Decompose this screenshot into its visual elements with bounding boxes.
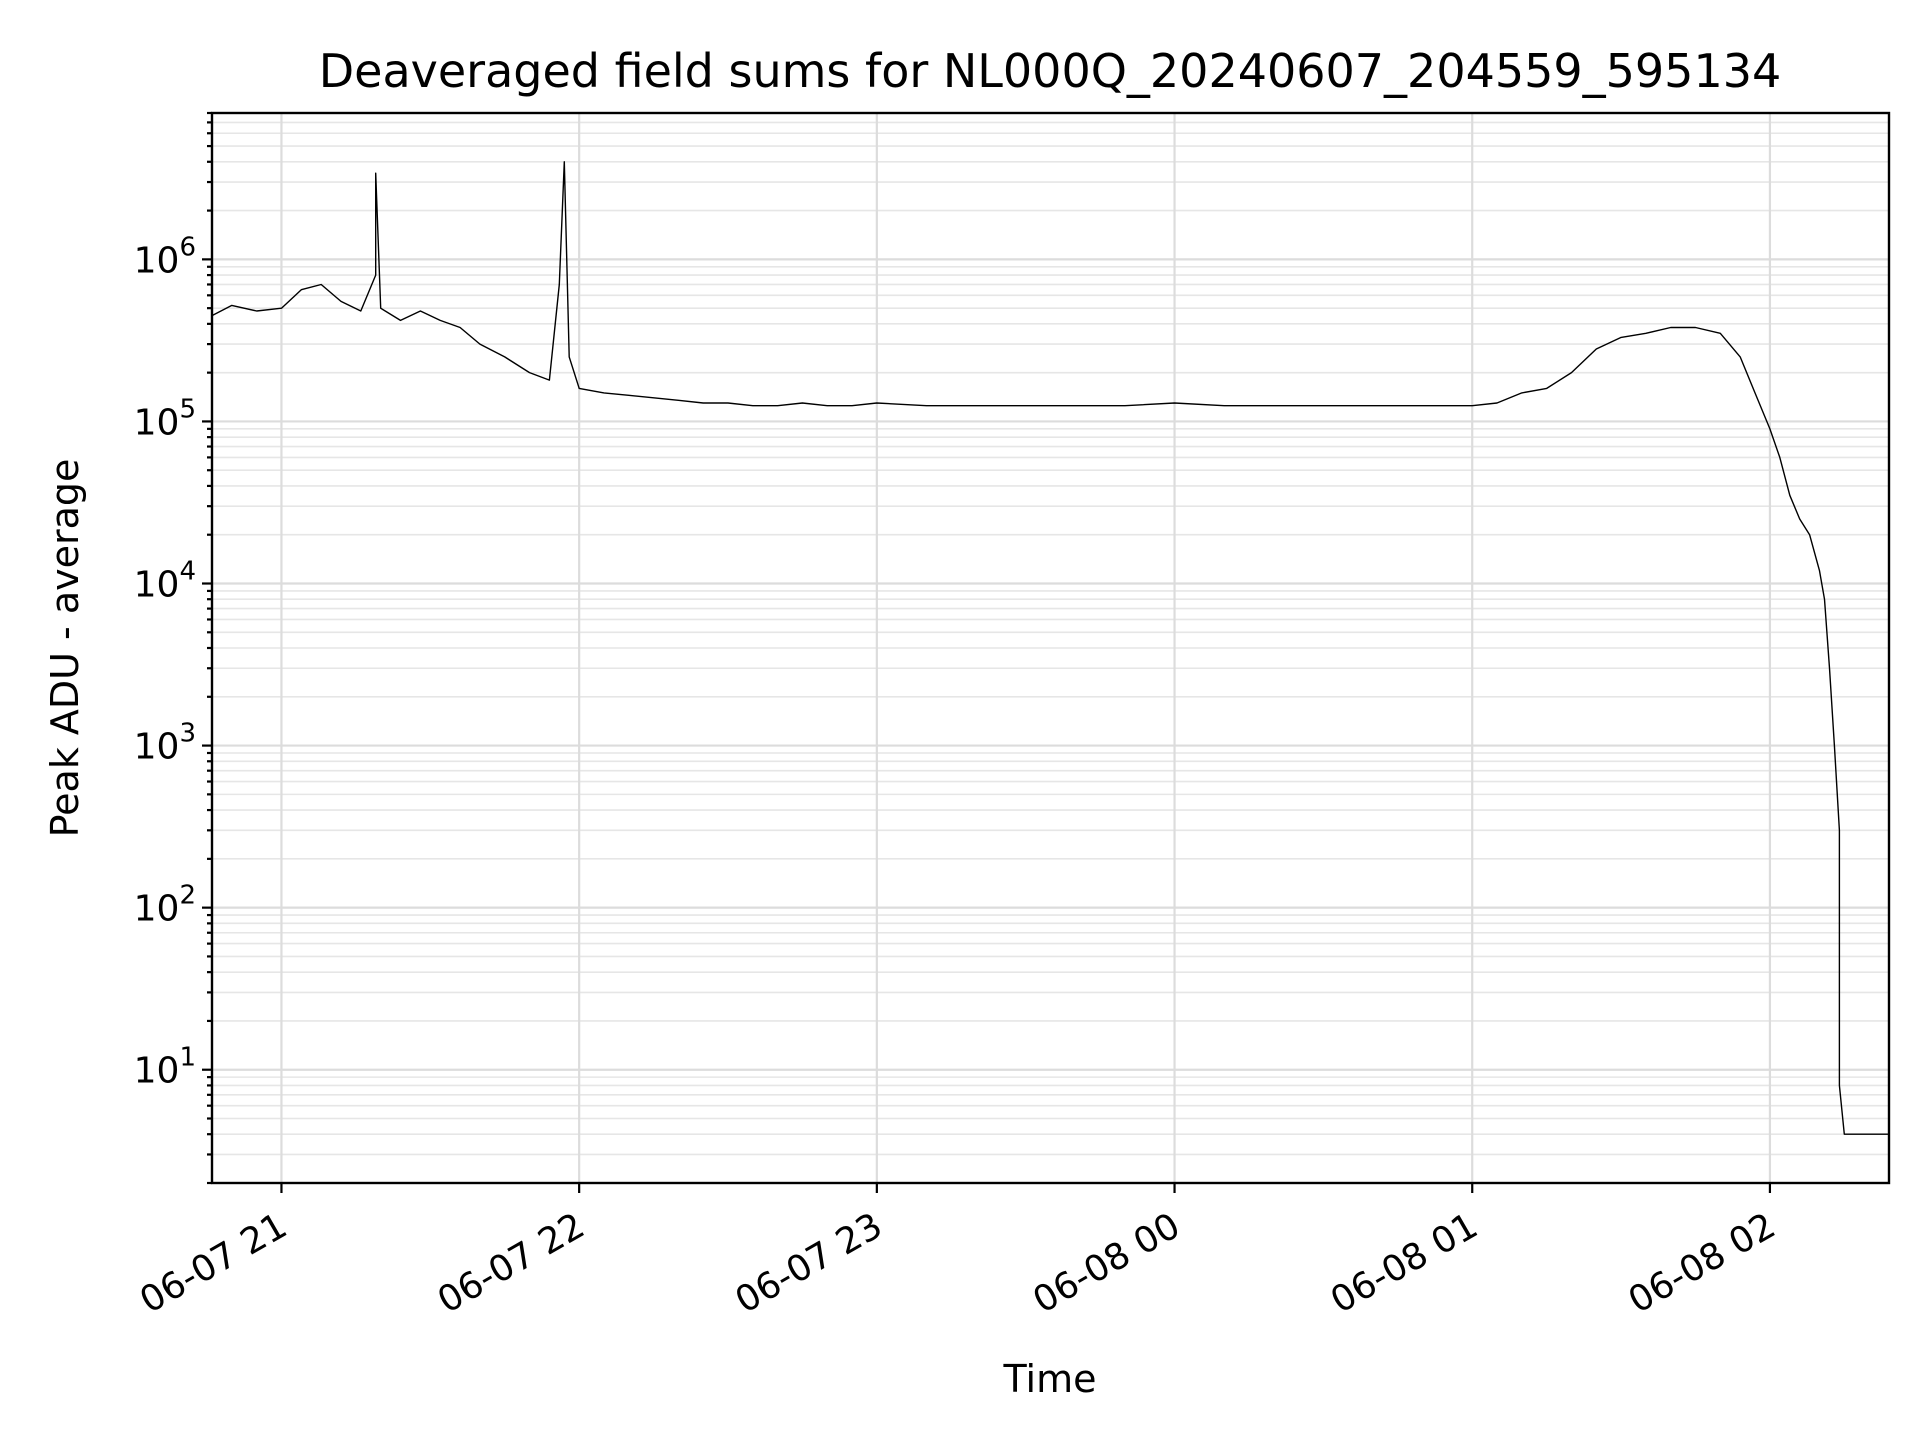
y-tick-label: 106	[134, 232, 196, 281]
chart-title: Deaveraged field sums for NL000Q_2024060…	[319, 44, 1782, 98]
y-axis-label: Peak ADU - average	[43, 459, 87, 838]
y-tick-label: 104	[134, 557, 196, 606]
y-tick-label: 103	[134, 719, 196, 768]
grid	[212, 112, 1889, 1184]
y-tick-label: 102	[134, 881, 196, 930]
y-tick-label: 101	[134, 1043, 196, 1092]
series-line	[211, 161, 1889, 1135]
x-axis-label: Time	[1003, 1357, 1097, 1401]
series-layer	[211, 161, 1889, 1135]
y-tick-label: 105	[134, 394, 196, 443]
